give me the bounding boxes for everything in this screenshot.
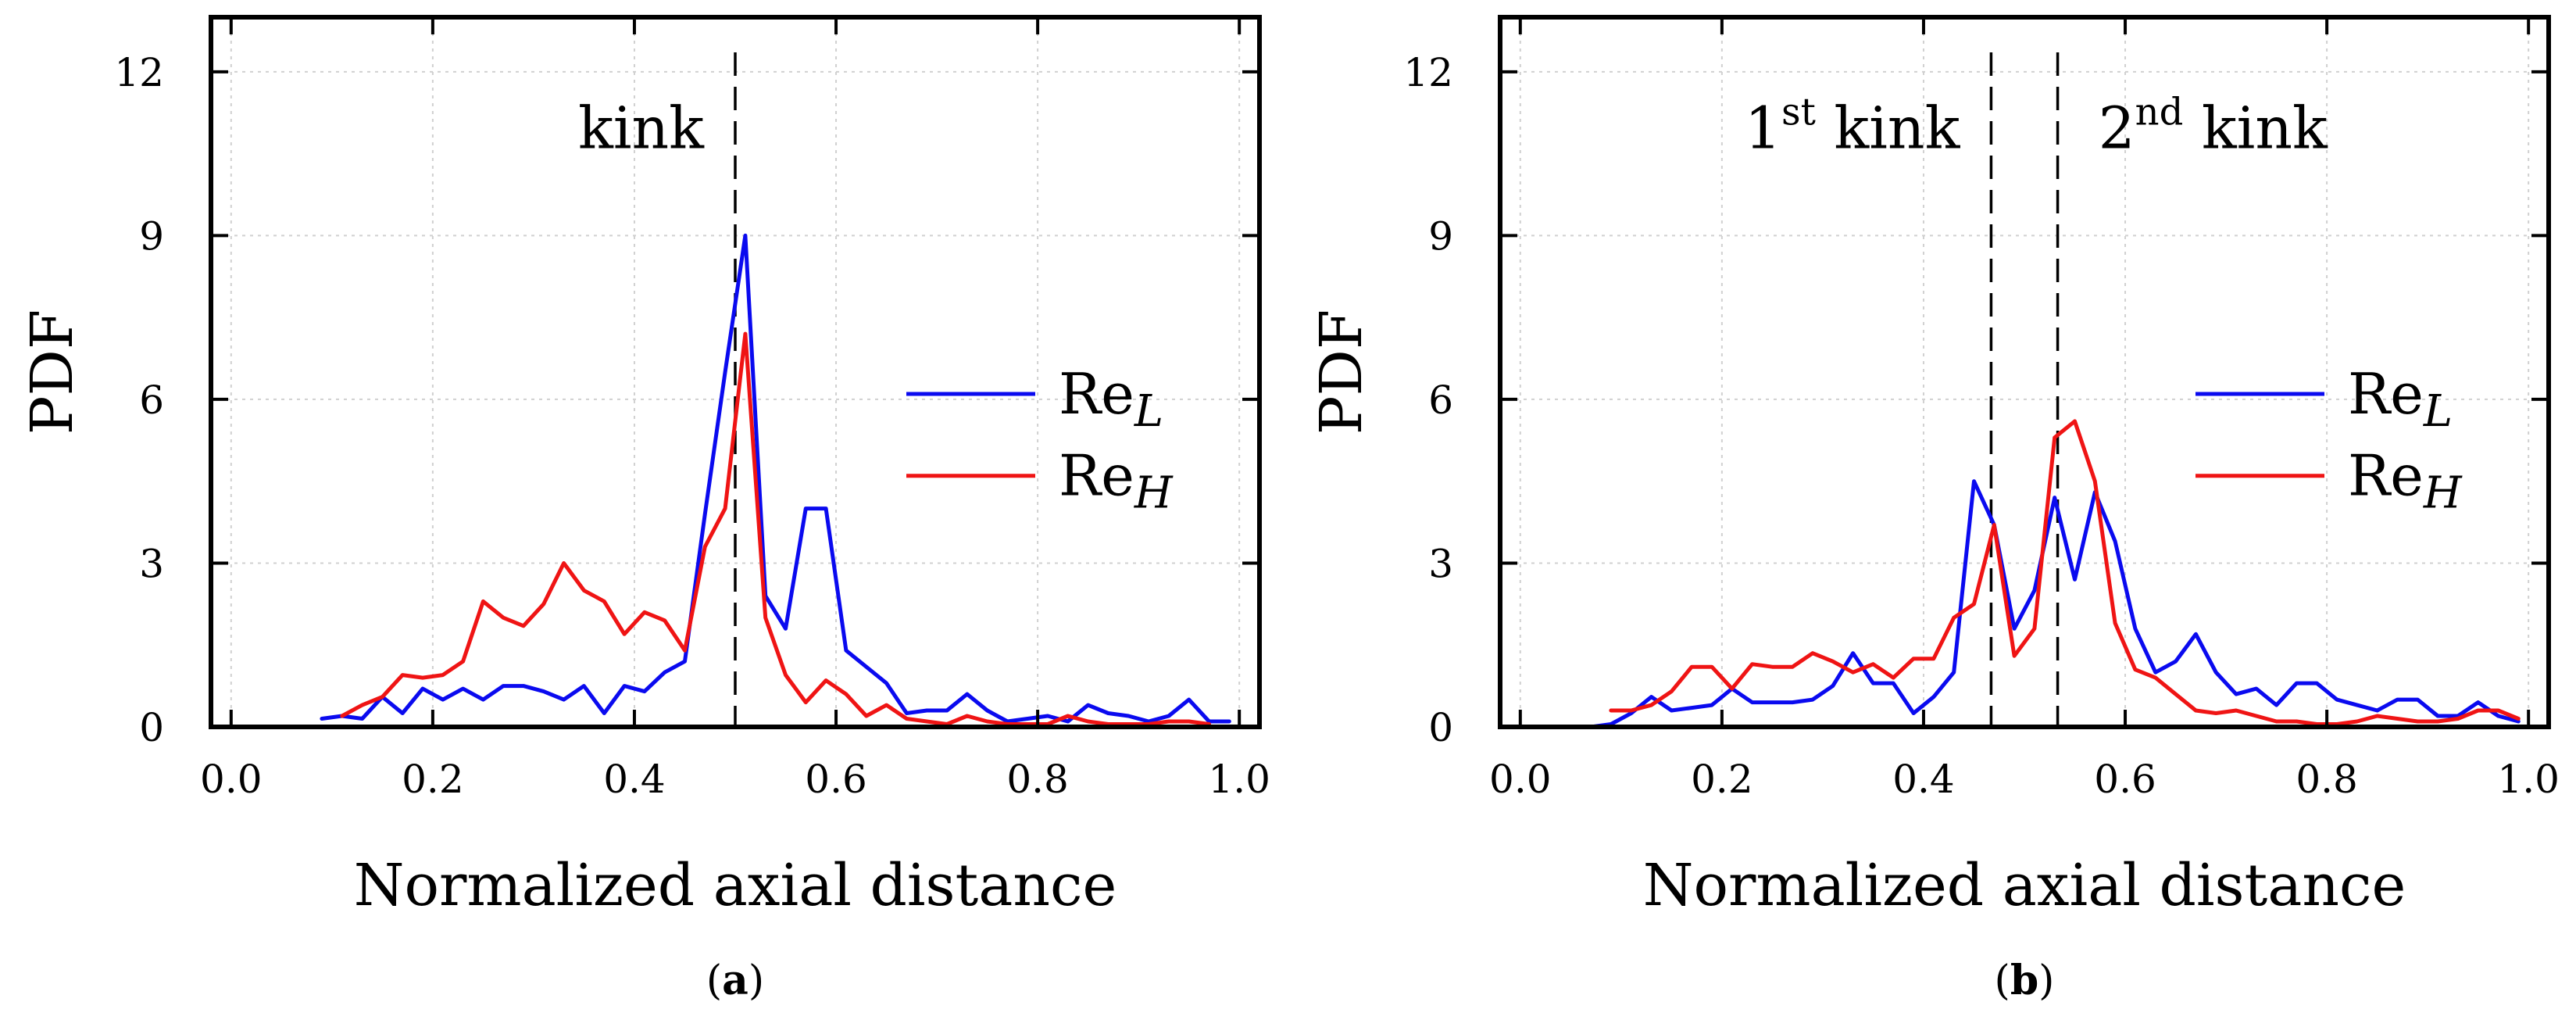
x-axis-title: Normalized axial distance xyxy=(354,852,1117,919)
legend-subscript: H xyxy=(1134,468,1174,519)
kink-label: kink xyxy=(578,95,705,163)
legend-label-l: ReL xyxy=(2348,361,2453,437)
y-tick-label: 9 xyxy=(1428,213,1453,259)
y-tick-label: 12 xyxy=(1403,50,1453,95)
x-tick-label: 0.4 xyxy=(603,757,666,802)
subfigure-caption: (a) xyxy=(706,957,764,1004)
chart-panel-a: kink 0.0 0.2 0.4 0.6 0.8 1.0 0 3 6 9 12 Normalized a… xyxy=(19,15,1270,1004)
y-tick-label: 3 xyxy=(1428,541,1453,586)
legend-name: Re xyxy=(1059,361,1134,427)
legend-subscript: H xyxy=(2423,468,2463,519)
caption-letter: b xyxy=(2010,957,2038,1004)
legend-label-h: ReH xyxy=(1059,443,1174,519)
x-axis-title: Normalized axial distance xyxy=(1643,852,2406,919)
kink-label-rest: kink xyxy=(1816,95,1961,163)
kink-label-sup: st xyxy=(1781,91,1816,134)
y-tick-label: 0 xyxy=(139,705,164,750)
plot-frame xyxy=(209,15,1262,729)
x-tick-label: 0.8 xyxy=(2296,757,2358,802)
y-tick-label: 6 xyxy=(139,378,164,423)
x-tick-label: 0.6 xyxy=(2094,757,2156,802)
kink-label: 1st kink xyxy=(1745,91,1961,163)
legend-label-l: ReL xyxy=(1059,361,1163,437)
kink-label-sup: nd xyxy=(2135,91,2184,134)
y-tick-label: 3 xyxy=(139,541,164,586)
legend-label-h: ReH xyxy=(2348,443,2463,519)
kink-label-main: 1 xyxy=(1745,95,1781,163)
y-axis-title: PDF xyxy=(19,310,86,435)
kink-label-main: 2 xyxy=(2099,95,2135,163)
x-tick-label: 0.4 xyxy=(1892,757,1955,802)
y-tick-label: 6 xyxy=(1428,378,1453,423)
caption-letter: a xyxy=(722,957,749,1004)
x-tick-label: 1.0 xyxy=(2497,757,2560,802)
y-tick-label: 12 xyxy=(114,50,164,95)
kink-label-rest: kink xyxy=(2183,95,2328,163)
legend-subscript: L xyxy=(2423,386,2453,437)
x-tick-label: 0.0 xyxy=(1489,757,1552,802)
caption-open-paren: ( xyxy=(706,957,722,1004)
legend-subscript: L xyxy=(1134,386,1163,437)
x-tick-label: 0.2 xyxy=(402,757,464,802)
y-tick-label: 9 xyxy=(139,213,164,259)
legend-name: Re xyxy=(2348,361,2424,427)
x-tick-label: 0.6 xyxy=(805,757,867,802)
caption-open-paren: ( xyxy=(1995,957,2010,1004)
x-tick-label: 1.0 xyxy=(1208,757,1270,802)
kink-label-main: kink xyxy=(578,95,705,163)
x-tick-label: 0.0 xyxy=(200,757,263,802)
y-axis-title: PDF xyxy=(1308,310,1375,435)
x-tick-label: 0.2 xyxy=(1691,757,1753,802)
series-line-re-h xyxy=(1609,419,2521,726)
kink-label: 2nd kink xyxy=(2099,91,2328,163)
subfigure-caption: (b) xyxy=(1995,957,2055,1004)
series-line-re-l xyxy=(1588,479,2521,729)
series-line-re-l xyxy=(320,233,1231,724)
plot-frame xyxy=(1498,15,2551,729)
series-line-re-h xyxy=(340,331,1211,726)
y-tick-label: 0 xyxy=(1428,705,1453,750)
x-tick-label: 0.8 xyxy=(1006,757,1069,802)
legend-name: Re xyxy=(2348,443,2424,509)
caption-close-paren: ) xyxy=(749,957,764,1004)
legend-name: Re xyxy=(1059,443,1134,509)
caption-close-paren: ) xyxy=(2038,957,2054,1004)
